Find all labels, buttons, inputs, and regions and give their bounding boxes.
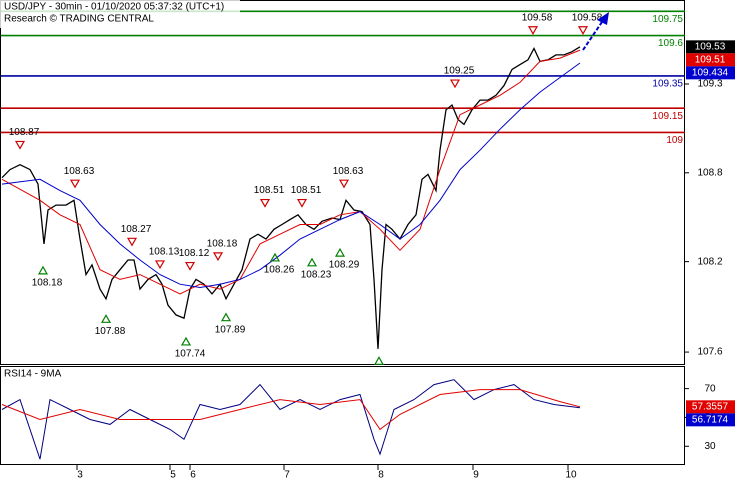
high-marker <box>69 179 81 189</box>
current-value-box <box>686 53 735 67</box>
high-label: 108.27 <box>121 224 152 235</box>
low-label: 108.18 <box>32 278 63 289</box>
low-label: 108.26 <box>264 265 295 276</box>
high-marker <box>154 260 166 270</box>
y-tick-label: 70 <box>704 383 716 394</box>
low-marker <box>306 257 318 267</box>
low-marker <box>334 247 346 257</box>
low-label: 107.89 <box>215 324 246 335</box>
high-label: 108.18 <box>207 239 238 250</box>
chart-title: USD/JPY - 30min - 01/10/2020 05:37:32 (U… <box>4 2 224 13</box>
current-value-box <box>686 400 735 414</box>
x-tick-label: 5 <box>170 470 176 480</box>
high-label: 108.51 <box>291 185 322 196</box>
low-marker <box>37 265 49 275</box>
low-marker <box>373 356 385 365</box>
high-marker <box>259 198 271 208</box>
high-label: 109.25 <box>444 66 475 77</box>
high-label: 108.87 <box>9 127 40 138</box>
series-line <box>1 62 581 289</box>
current-value-box <box>686 40 735 54</box>
title-backdrop <box>0 0 240 28</box>
high-marker <box>338 179 350 189</box>
current-value-label: 109.53 <box>695 41 726 52</box>
y-tick-label: 108.2 <box>697 256 722 267</box>
y-tick-label: 107.6 <box>697 347 722 358</box>
current-value-label: 56.7174 <box>692 414 729 425</box>
rsi-panel-frame <box>0 366 685 465</box>
high-label: 108.51 <box>254 185 285 196</box>
series-line <box>1 49 581 295</box>
high-marker <box>184 261 196 271</box>
x-tick-label: 9 <box>473 470 479 480</box>
current-value-label: 109.51 <box>695 54 726 65</box>
high-label: 108.63 <box>64 166 95 177</box>
high-marker <box>14 140 26 150</box>
series-line <box>1 389 581 431</box>
low-marker <box>220 312 232 322</box>
current-value-box <box>686 413 735 427</box>
y-tick-label: 30 <box>704 441 716 452</box>
level-label: 109.75 <box>652 14 683 25</box>
high-marker <box>577 26 589 35</box>
high-label: 109.58 <box>572 12 603 23</box>
high-label: 108.13 <box>149 247 180 258</box>
plot-layer: 109.3108.8108.2107.6109.75109.6109.35109… <box>1 10 735 480</box>
price-panel-frame <box>0 0 685 365</box>
x-tick-label: 10 <box>565 470 577 480</box>
high-label: 108.63 <box>333 166 364 177</box>
level-label: 109.35 <box>652 79 683 90</box>
current-value-label: 109.434 <box>692 67 729 78</box>
low-marker <box>269 252 281 262</box>
low-label: 107.88 <box>95 326 126 337</box>
high-label: 108.12 <box>179 248 210 259</box>
current-value-label: 57.3557 <box>692 401 729 412</box>
x-tick-label: 8 <box>378 470 384 480</box>
series-line <box>1 379 581 460</box>
low-label: 108.23 <box>301 269 332 280</box>
high-marker <box>449 79 461 89</box>
high-marker <box>212 252 224 262</box>
high-marker <box>126 237 138 247</box>
forecast-arrowhead <box>597 12 609 25</box>
high-marker <box>296 198 308 208</box>
level-label: 109.15 <box>652 111 683 122</box>
forecast-arrow <box>582 18 605 51</box>
low-marker <box>100 314 112 323</box>
level-label: 109.6 <box>658 38 683 49</box>
low-marker <box>180 336 192 346</box>
high-label: 109.58 <box>522 12 553 23</box>
low-label: 108.29 <box>329 260 360 271</box>
chart-subtitle: Research © TRADING CENTRAL <box>4 14 154 25</box>
y-tick-label: 109.3 <box>697 79 722 90</box>
current-value-box <box>686 66 735 80</box>
series-line <box>1 46 581 349</box>
rsi-title: RSI14 - 9MA <box>4 369 62 380</box>
x-tick-label: 7 <box>284 470 290 480</box>
x-tick-label: 3 <box>77 470 83 480</box>
y-tick-label: 108.8 <box>697 167 722 178</box>
x-tick-label: 6 <box>190 470 196 480</box>
high-marker <box>527 26 539 35</box>
level-label: 109 <box>666 135 683 146</box>
low-label: 107.74 <box>175 349 206 360</box>
